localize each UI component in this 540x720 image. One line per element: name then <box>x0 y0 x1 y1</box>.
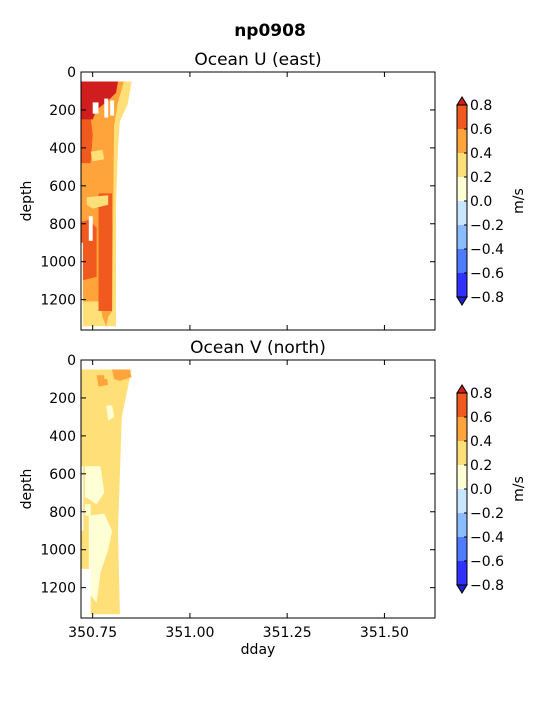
colorbar-tick-label: 0.4 <box>470 434 492 450</box>
colorbar-segment <box>457 105 467 129</box>
colorbar-tick-label: 0.0 <box>470 194 492 210</box>
figure-title: np0908 <box>234 21 306 41</box>
panel-ocean-u: Ocean U (east) 0 200 400 600 800 1000 1200 dep… <box>19 50 527 331</box>
data-gap <box>92 102 99 114</box>
colorbar-tick-label: 0.2 <box>470 458 492 474</box>
y-tick-label: 200 <box>49 391 76 407</box>
colorbar-tick-label: 0.0 <box>470 482 492 498</box>
y-tick-label: 1200 <box>40 293 76 309</box>
colorbar-segment <box>457 561 467 585</box>
data-gap <box>88 216 93 241</box>
colorbar-segment <box>457 225 467 249</box>
colorbar-tick-label: −0.8 <box>470 290 504 306</box>
colorbar-v: −0.8 −0.6 −0.4 −0.2 0.0 0.2 0.4 0.6 0.8 m/s <box>456 384 527 594</box>
plot-area-u <box>81 81 132 327</box>
colorbar-tick-label: 0.6 <box>470 410 492 426</box>
colorbar-tick-label: −0.6 <box>470 554 504 570</box>
y-tick-label: 800 <box>49 505 76 521</box>
y-axis-u: 0 200 400 600 800 1000 1200 <box>40 65 435 309</box>
colorbar-segment <box>457 441 467 465</box>
colorbar-extend-high <box>456 96 468 106</box>
contour-patch <box>81 81 118 120</box>
contour-patch <box>84 504 91 516</box>
colorbar-tick-label: 0.8 <box>470 98 492 114</box>
y-tick-label: 1000 <box>40 255 76 271</box>
colorbar-u: −0.8 −0.6 −0.4 −0.2 0.0 0.2 0.4 0.6 0.8 m/s <box>456 96 527 306</box>
colorbar-tick-label: 0.4 <box>470 146 492 162</box>
colorbar-segment <box>457 153 467 177</box>
colorbar-segment <box>457 393 467 417</box>
y-axis-v: 0 200 400 600 800 1000 1200 <box>40 353 435 597</box>
contour-patch <box>98 193 113 311</box>
panel-v-title: Ocean V (north) <box>190 338 326 358</box>
y-tick-label: 0 <box>67 353 76 369</box>
xlabel: dday <box>241 642 276 658</box>
x-tick-label: 351.25 <box>263 625 312 641</box>
colorbar-tick-label: 0.2 <box>470 170 492 186</box>
contour-patch <box>86 195 109 209</box>
y-tick-label: 600 <box>49 467 76 483</box>
colorbar-label: m/s <box>511 188 527 214</box>
colorbar-extend-low <box>456 584 468 594</box>
y-tick-label: 1000 <box>40 543 76 559</box>
contour-patch <box>112 369 132 381</box>
x-axis-v: 350.75 351.00 351.25 351.50 <box>68 360 409 641</box>
contour-patch <box>88 513 113 603</box>
plot-area-v <box>81 369 132 615</box>
ylabel-v: depth <box>19 469 35 510</box>
colorbar-segment <box>457 513 467 537</box>
contour-patch <box>104 371 113 379</box>
colorbar-tick-label: −0.8 <box>470 578 504 594</box>
y-tick-label: 600 <box>49 179 76 195</box>
colorbar-label: m/s <box>511 476 527 502</box>
colorbar-segment <box>457 177 467 201</box>
colorbar-extend-high <box>456 384 468 394</box>
colorbar-tick-label: −0.4 <box>470 530 504 546</box>
contour-patch <box>84 466 105 505</box>
x-tick-label: 351.50 <box>360 625 409 641</box>
colorbar-segment <box>457 489 467 513</box>
colorbar-tick-label: 0.6 <box>470 122 492 138</box>
data-gap <box>81 568 91 615</box>
data-gap <box>110 100 115 116</box>
colorbar-tick-label: −0.2 <box>470 218 504 234</box>
colorbar-segment <box>457 465 467 489</box>
colorbar-segment <box>457 129 467 153</box>
y-tick-label: 1200 <box>40 581 76 597</box>
data-gap <box>104 98 109 118</box>
colorbar-tick-label: 0.8 <box>470 386 492 402</box>
contour-patch <box>82 172 107 190</box>
y-tick-label: 400 <box>49 429 76 445</box>
panel-u-title: Ocean U (east) <box>194 50 321 70</box>
plot-frame-v <box>80 359 436 619</box>
colorbar-segment <box>457 249 467 273</box>
panel-ocean-v: Ocean V (north) 0 200 400 600 800 1000 1200 de… <box>19 338 527 641</box>
ylabel-u: depth <box>19 181 35 222</box>
colorbar-segment <box>457 537 467 561</box>
colorbar-tick-label: −0.4 <box>470 242 504 258</box>
plot-frame-u <box>80 71 436 331</box>
y-tick-label: 400 <box>49 141 76 157</box>
x-ticks-u <box>92 72 385 330</box>
colorbar-extend-low <box>456 296 468 306</box>
x-tick-label: 350.75 <box>68 625 117 641</box>
colorbar-segment <box>457 417 467 441</box>
colorbar-segment <box>457 273 467 297</box>
colorbar-segment <box>457 201 467 225</box>
contour-patch <box>90 149 105 162</box>
y-tick-label: 800 <box>49 217 76 233</box>
y-tick-label: 0 <box>67 65 76 81</box>
x-tick-label: 351.00 <box>165 625 214 641</box>
data-gap <box>81 466 84 531</box>
colorbar-tick-label: −0.2 <box>470 506 504 522</box>
colorbar-tick-label: −0.6 <box>470 266 504 282</box>
contour-patch <box>81 117 93 164</box>
y-tick-label: 200 <box>49 103 76 119</box>
contour-patch <box>106 405 115 421</box>
